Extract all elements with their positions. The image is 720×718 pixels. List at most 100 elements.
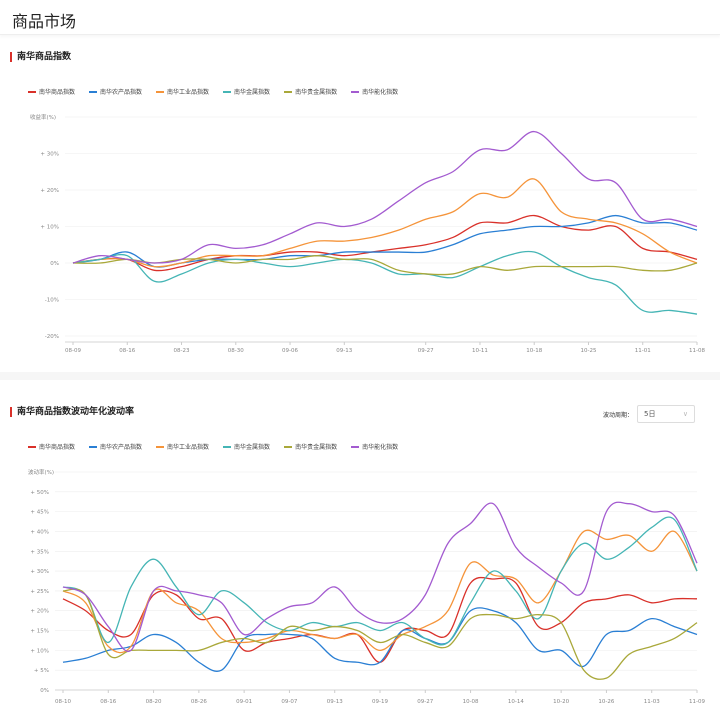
series-line-4 xyxy=(72,250,698,315)
period-value: 5日 xyxy=(644,410,656,418)
series-line-2 xyxy=(62,607,698,672)
legend-swatch xyxy=(156,90,165,93)
x-tick-label: 10-20 xyxy=(553,699,569,705)
legend-label: 南华工业品指数 xyxy=(167,89,210,96)
y-tick-label: + 45% xyxy=(30,510,49,516)
y-tick-label: + 15% xyxy=(30,629,49,635)
legend-item[interactable]: 南华贵金属指数 xyxy=(284,87,337,96)
legend-label: 南华商品指数 xyxy=(39,89,76,96)
chevron-down-icon: ∨ xyxy=(682,410,688,418)
legend-swatch xyxy=(28,90,36,93)
legend-label: 南华农产品指数 xyxy=(100,89,143,96)
x-tick-label: 09-13 xyxy=(336,348,352,354)
x-tick-label: 11-09 xyxy=(689,699,705,705)
legend-item[interactable]: 南华农产品指数 xyxy=(89,442,142,451)
series-line-3 xyxy=(62,529,698,654)
section-divider xyxy=(0,372,720,380)
series-line-3 xyxy=(72,178,698,268)
legend-label: 南华能化指数 xyxy=(362,444,399,451)
x-tick-label: 10-14 xyxy=(508,699,524,705)
x-tick-label: 11-03 xyxy=(644,699,660,705)
y-tick-label: 0% xyxy=(50,261,59,267)
x-tick-label: 09-27 xyxy=(417,699,433,705)
legend-swatch xyxy=(89,90,98,93)
legend-item[interactable]: 南华农产品指数 xyxy=(89,87,142,96)
x-tick-label: 08-09 xyxy=(65,348,81,354)
legend-item[interactable]: 南华能化指数 xyxy=(351,87,398,96)
x-tick-label: 08-16 xyxy=(100,699,116,705)
y-tick-label: -20% xyxy=(45,334,59,340)
series-line-4 xyxy=(62,516,698,646)
y-tick-label: 0% xyxy=(40,688,49,694)
x-tick-label: 10-11 xyxy=(472,348,488,354)
legend-label: 南华贵金属指数 xyxy=(295,444,338,451)
series-line-6 xyxy=(72,130,698,264)
legend-item[interactable]: 南华工业品指数 xyxy=(156,442,209,451)
x-tick-label: 08-20 xyxy=(146,699,162,705)
x-tick-label: 08-30 xyxy=(228,348,244,354)
legend-swatch xyxy=(284,445,293,448)
y-axis-label: 收益率(%) xyxy=(30,113,56,121)
x-tick-label: 09-07 xyxy=(281,699,297,705)
legend-item[interactable]: 南华金属指数 xyxy=(223,87,270,96)
period-dropdown[interactable]: 5日 ∨ xyxy=(637,405,695,423)
legend-swatch xyxy=(284,90,293,93)
legend-swatch xyxy=(156,445,165,448)
legend-item[interactable]: 南华金属指数 xyxy=(223,442,270,451)
legend-label: 南华贵金属指数 xyxy=(295,89,338,96)
legend-item[interactable]: 南华商品指数 xyxy=(28,442,75,451)
x-tick-label: 11-08 xyxy=(689,348,705,354)
x-tick-label: 08-10 xyxy=(55,699,71,705)
x-tick-label: 09-06 xyxy=(282,348,298,354)
y-tick-label: + 10% xyxy=(40,225,59,231)
y-axis-label: 波动率(%) xyxy=(28,468,54,476)
chart2-legend: 南华商品指数 南华农产品指数 南华工业品指数 南华金属指数 南华贵金属指数 南华能化指数 xyxy=(28,442,398,451)
chart2-title: 南华商品指数波动年化波动率 xyxy=(10,407,134,417)
x-tick-label: 09-01 xyxy=(236,699,252,705)
y-tick-label: + 10% xyxy=(30,648,49,654)
legend-item[interactable]: 南华商品指数 xyxy=(28,87,75,96)
x-tick-label: 09-19 xyxy=(372,699,388,705)
x-tick-label: 09-13 xyxy=(327,699,343,705)
y-tick-label: + 20% xyxy=(30,609,49,615)
x-tick-label: 09-27 xyxy=(418,348,434,354)
x-tick-label: 08-26 xyxy=(191,699,207,705)
x-tick-label: 08-23 xyxy=(174,348,190,354)
y-tick-label: + 5% xyxy=(34,668,49,674)
legend-label: 南华工业品指数 xyxy=(167,444,210,451)
legend-label: 南华金属指数 xyxy=(234,89,271,96)
y-tick-label: + 30% xyxy=(40,152,59,158)
x-tick-label: 10-08 xyxy=(463,699,479,705)
legend-label: 南华农产品指数 xyxy=(100,444,143,451)
chart1-legend: 南华商品指数 南华农产品指数 南华工业品指数 南华金属指数 南华贵金属指数 南华能化指数 xyxy=(28,87,398,96)
x-tick-label: 10-26 xyxy=(598,699,614,705)
legend-label: 南华能化指数 xyxy=(362,89,399,96)
page-header: 商品市场 xyxy=(0,0,720,35)
legend-swatch xyxy=(28,445,36,448)
legend-swatch xyxy=(223,445,232,448)
x-tick-label: 10-25 xyxy=(580,348,596,354)
y-tick-label: -10% xyxy=(45,298,59,304)
series-line-6 xyxy=(62,501,698,653)
y-tick-label: + 35% xyxy=(30,549,49,555)
series-line-1 xyxy=(72,214,698,272)
x-tick-label: 08-16 xyxy=(119,348,135,354)
y-tick-label: + 40% xyxy=(30,529,49,535)
y-tick-label: + 50% xyxy=(30,490,49,496)
legend-swatch xyxy=(89,445,98,448)
legend-item[interactable]: 南华贵金属指数 xyxy=(284,442,337,451)
period-label: 波动周期： xyxy=(602,411,633,419)
legend-item[interactable]: 南华能化指数 xyxy=(351,442,398,451)
y-tick-label: + 20% xyxy=(40,188,59,194)
series-line-1 xyxy=(62,576,698,663)
period-selector: 波动周期： 5日 ∨ xyxy=(603,405,695,423)
legend-swatch xyxy=(351,90,360,93)
legend-item[interactable]: 南华工业品指数 xyxy=(156,87,209,96)
series-line-5 xyxy=(62,588,698,680)
y-tick-label: + 25% xyxy=(30,589,49,595)
legend-label: 南华商品指数 xyxy=(39,444,76,451)
page-title: 商品市场 xyxy=(12,12,77,31)
chart1-plot: 收益率(%) -20% -10% 0% + 10% + 20% + 30% 08-09 08-1… xyxy=(30,113,705,354)
y-tick-label: + 30% xyxy=(30,569,49,575)
